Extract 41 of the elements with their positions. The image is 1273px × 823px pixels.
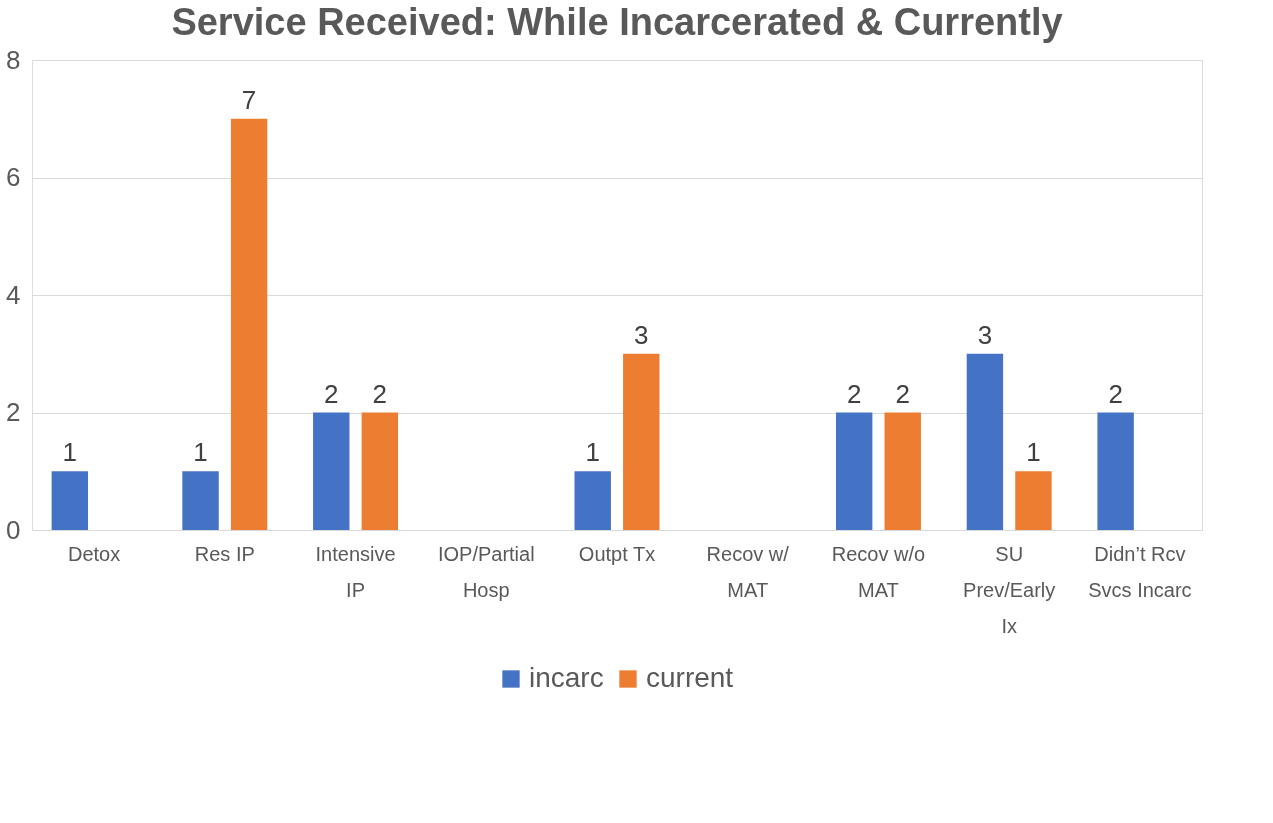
x-tick-label: Recov w/o MAT: [831, 542, 926, 601]
x-tick-label: Outpt Tx: [578, 542, 656, 565]
bar: [574, 471, 611, 530]
y-tick-label: 8: [6, 44, 21, 75]
legend-label: current: [646, 662, 734, 693]
data-label: 2: [324, 378, 339, 409]
bar: [51, 471, 89, 530]
x-tick-label: Detox: [67, 542, 121, 565]
bar: [361, 412, 399, 530]
data-label: 1: [1026, 437, 1041, 468]
bar: [182, 471, 219, 530]
data-label: 1: [62, 437, 78, 468]
data-label: 1: [193, 437, 208, 468]
bar: [1015, 471, 1052, 530]
chart-title: Service Received: While Incarcerated & Currently: [171, 1, 1063, 43]
x-tick-label: Intensive IP: [315, 542, 396, 601]
legend-label: incarc: [529, 662, 604, 693]
bar: [1097, 412, 1134, 530]
bar: [884, 412, 921, 530]
y-tick-label: 4: [6, 279, 21, 310]
x-tick-label: Res IP: [194, 542, 255, 565]
data-label: 3: [634, 319, 649, 350]
y-tick-label: 0: [6, 514, 21, 545]
data-label: 2: [846, 378, 862, 409]
y-tick-label: 2: [6, 397, 21, 427]
bar: [835, 412, 873, 530]
data-label: 7: [241, 84, 257, 115]
x-tick-label: SU Prev/Early Ix: [963, 542, 1056, 637]
bar: [313, 412, 350, 530]
data-label: 2: [1108, 378, 1123, 409]
x-tick-label: IOP/Partial Hosp: [437, 542, 535, 601]
data-label: 2: [372, 378, 388, 409]
data-label: 2: [895, 378, 910, 409]
bar: [623, 353, 660, 530]
bar: [966, 353, 1004, 530]
data-label: 3: [977, 319, 993, 350]
x-tick-label: Recov w/ MAT: [706, 542, 790, 601]
data-label: 1: [585, 437, 600, 468]
x-tick-label: Didn’t Rcv Svcs Incarc: [1088, 542, 1192, 601]
bar: [230, 118, 268, 530]
y-tick-label: 6: [6, 162, 21, 192]
